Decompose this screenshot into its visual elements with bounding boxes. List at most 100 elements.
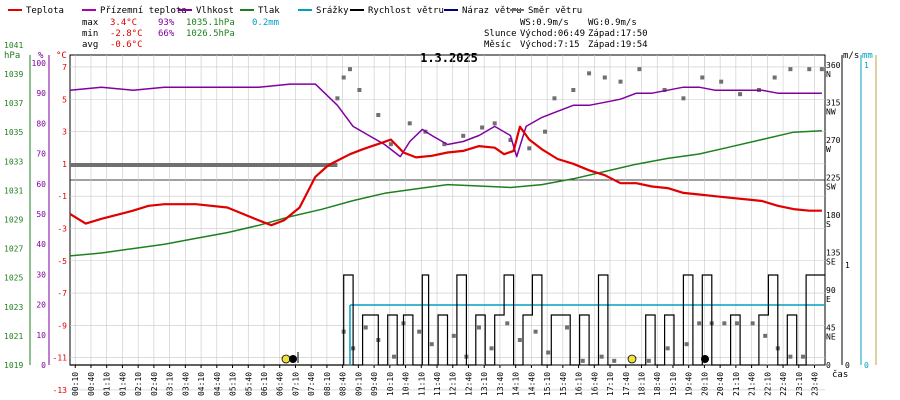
chart-title: 1.3.2025: [420, 51, 478, 65]
stats-max-temp: 3.4°C: [110, 18, 137, 28]
series-dir-low-point-31: [800, 354, 805, 359]
stats-min-temp: -2.8°C: [110, 29, 143, 39]
x-tick-label-28: 14:10: [512, 372, 521, 396]
legend-label-0: Teplota: [26, 6, 64, 16]
stats-avg-temp: -0.6°C: [110, 40, 143, 50]
temperature-tick-6: -5: [57, 257, 67, 266]
series-dir-low-point-12: [505, 321, 510, 326]
x-tick-label-47: 23:40: [811, 372, 820, 396]
series-dir-point-6: [388, 142, 393, 147]
compass-label-0: N: [826, 70, 831, 79]
temperature-tick-0: 7: [62, 63, 67, 72]
series-dir-point-29: [788, 67, 793, 72]
series-dir-point-28: [772, 75, 777, 80]
temperature-tick-4: -1: [57, 192, 67, 201]
series-dir-point-7: [407, 121, 412, 126]
sunrise-icon: [281, 354, 291, 364]
wind-dir-tick-3: 225: [826, 174, 841, 183]
pressure-tick-11: 1019: [4, 361, 23, 370]
axes: hPa % °C m/s mm čas 00:10 00:40 01:10 01:40…: [4, 41, 877, 396]
series-dir-low-point-19: [612, 358, 617, 363]
astro-icons: [281, 352, 709, 364]
temperature-tick-7: -7: [57, 289, 67, 298]
x-tick-label-37: 18:40: [653, 372, 662, 396]
temperature-tick-10: -13: [53, 386, 68, 395]
x-tick-label-36: 18:10: [637, 372, 646, 396]
series-dir-point-17: [571, 88, 576, 92]
x-tick-label-31: 15:40: [559, 372, 568, 396]
temperature-tick-8: -9: [57, 321, 67, 330]
series-temp-line: [69, 125, 822, 227]
x-tick-label-17: 08:40: [339, 372, 348, 396]
pressure-tick-1: 1039: [4, 70, 23, 79]
compass-label-5: SE: [826, 258, 836, 267]
pressure-tick-8: 1025: [4, 274, 23, 283]
series-dir-low-point-13: [517, 338, 522, 342]
series-dir-low-point-22: [684, 342, 689, 347]
legend-label-5: Rychlost větru: [368, 6, 444, 16]
series-dir-point-9: [442, 142, 447, 147]
humidity-tick-5: 50: [36, 210, 46, 219]
x-tick-label-13: 06:40: [276, 372, 285, 396]
sun-label: Slunce: [484, 29, 517, 39]
unit-hpa: hPa: [4, 51, 20, 61]
x-tick-label-44: 22:10: [763, 372, 772, 396]
humidity-tick-2: 80: [36, 119, 46, 128]
legend-label-4: Srážky: [316, 6, 349, 16]
stats-avg-label: avg: [82, 40, 98, 50]
series-dir-point-2: [341, 75, 346, 80]
series-dir-point-26: [738, 92, 743, 97]
x-tick-label-20: 10:10: [386, 372, 395, 396]
series-dir-point-5: [376, 113, 381, 117]
series-dir-low-point-30: [788, 354, 793, 359]
series-press-line: [69, 129, 822, 257]
series: [69, 67, 825, 366]
humidity-tick-10: 0: [41, 361, 46, 370]
series-dir-low-point-6: [417, 329, 422, 334]
series-dir-point-19: [602, 75, 607, 80]
compass-label-1: NW: [826, 108, 836, 117]
unit-mm: mm: [862, 51, 873, 61]
moon-set: Západ:19:54: [588, 40, 648, 50]
series-dir-low-point-2: [363, 325, 368, 330]
temperature-tick-2: 3: [62, 128, 67, 137]
moon-rise: Východ:7:15: [520, 40, 580, 50]
series-dir-low-point-8: [451, 333, 456, 338]
stats-min-hum: 66%: [158, 29, 175, 39]
legend: Teplota Přízemní teplota Vlhkost Tlak Srážky…: [8, 6, 582, 16]
x-tick-label-7: 03:40: [181, 372, 190, 396]
moon-label: Měsíc: [484, 40, 511, 50]
series-dir-low-point-15: [546, 350, 551, 355]
x-tick-label-33: 16:40: [590, 372, 599, 396]
pressure-tick-0: 1041: [4, 41, 23, 50]
x-tick-label-21: 10:40: [402, 372, 411, 396]
unit-ms: m/s: [843, 51, 859, 61]
series-dir-low-point-17: [580, 358, 585, 363]
wind-wg: WG:0.9m/s: [588, 18, 637, 28]
series-dir-point-22: [662, 88, 667, 92]
temperature-tick-3: 1: [62, 160, 67, 169]
series-dir-low-point-11: [489, 346, 494, 351]
x-tick-label-41: 20:40: [716, 372, 725, 396]
series-dir-point-24: [700, 75, 705, 80]
sunset-icon: [627, 354, 637, 364]
pressure-tick-3: 1035: [4, 128, 23, 137]
legend-label-2: Vlhkost: [196, 6, 234, 16]
stats-max-rain: 0.2mm: [252, 18, 279, 28]
series-dir-point-18: [587, 71, 592, 76]
series-wind-line: [70, 274, 825, 366]
wind-speed-tick-1: 0: [845, 361, 850, 370]
series-dir-point-4: [357, 88, 362, 92]
legend-label-6: Náraz větru: [462, 6, 522, 16]
humidity-tick-6: 40: [36, 240, 46, 249]
series-dir-point-16: [552, 96, 557, 101]
compass-label-4: S: [826, 220, 831, 229]
pressure-tick-7: 1027: [4, 245, 23, 254]
compass-label-6: E: [826, 295, 831, 304]
legend-label-3: Tlak: [258, 6, 280, 16]
series-dir-low-point-4: [392, 354, 397, 359]
series-dir-point-23: [681, 96, 686, 101]
series-dir-point-14: [527, 146, 532, 151]
series-dir-low-point-16: [565, 325, 570, 330]
